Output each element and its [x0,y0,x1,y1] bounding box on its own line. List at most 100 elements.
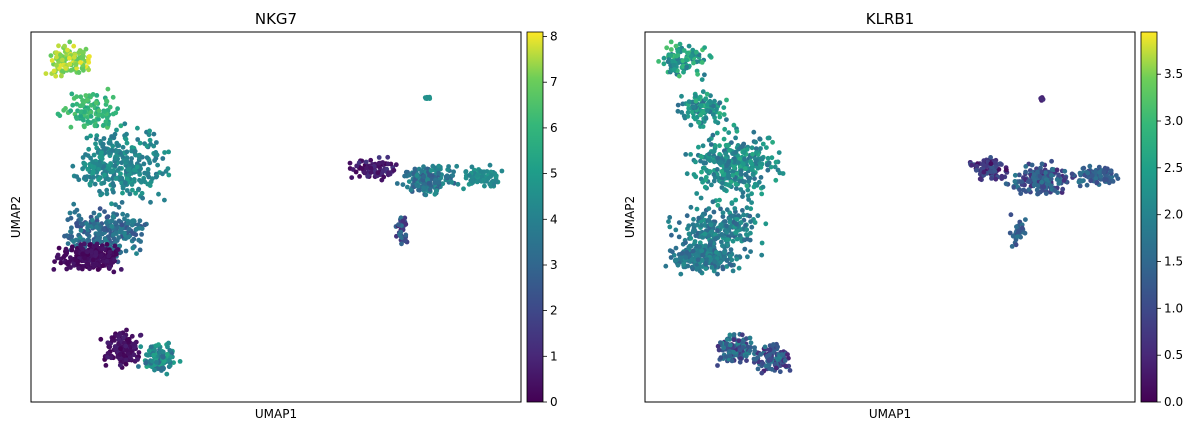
scatter-point [752,176,757,182]
scatter-point [1039,169,1044,175]
scatter-point [683,255,689,260]
scatter-point [96,112,101,118]
scatter-point [115,143,120,149]
scatter-point [768,356,774,362]
scatter-point [99,150,104,156]
scatter-point [675,48,681,54]
scatter-point [704,257,710,263]
scatter-point [124,188,130,193]
scatter-point [69,91,75,97]
scatter-point [686,231,692,237]
scatter-point [73,257,79,263]
scatter-point [363,159,369,165]
scatter-point [720,214,726,220]
scatter-point [704,102,710,107]
scatter-point [450,173,456,179]
scatter-point [147,128,153,134]
scatter-point [1088,178,1094,184]
scatter-point [669,58,675,64]
scatter-point [745,187,751,193]
scatter-point [1106,180,1112,186]
scatter-point [1038,165,1043,171]
scatter-point [93,136,99,142]
scatter-point [729,140,734,146]
scatter-point [688,54,694,59]
scatter-point [668,255,674,260]
colorbar-tick-label: 3 [550,258,558,272]
scatter-point [735,160,741,166]
scatter-point [667,224,673,230]
scatter-point [65,241,71,247]
scatter-point [1035,169,1040,175]
scatter-point [744,336,749,341]
scatter-point [142,170,148,176]
scatter-point [697,268,703,274]
scatter-point [364,165,370,171]
scatter-point [1081,165,1087,171]
scatter-point [74,221,79,226]
scatter-point [74,94,79,100]
colorbar-ticks: 0.0 0.5 1.0 1.5 2.0 2.5 3.0 3.5 [1157,67,1183,409]
scatter-point [1023,169,1028,175]
scatter-point [97,162,103,168]
scatter-point [724,223,729,229]
umap-panel-nkg7: NKG7 UMAP1 UMAP2 0 1 2 3 4 5 6 7 8 [9,10,558,421]
scatter-point [748,340,754,346]
colorbar-tick-label: 0.0 [1164,395,1183,409]
scatter-point [676,73,682,79]
scatter-point [78,244,84,250]
scatter-point [670,249,675,255]
scatter-point [62,233,67,239]
scatter-point [99,252,104,258]
scatter-point [992,168,997,174]
scatter-point [720,210,726,216]
scatter-point [86,146,92,152]
scatter-point [708,257,714,263]
scatter-point [412,166,418,172]
scatter-point [1037,173,1043,179]
scatter-point [1016,229,1021,235]
scatter-point [82,161,88,167]
scatter-point [1026,187,1032,193]
scatter-point [684,171,690,177]
scatter-point [769,155,775,161]
scatter-point [679,110,685,115]
scatter-point [693,93,698,99]
scatter-point [492,171,498,177]
scatter-point [482,183,487,189]
scatter-point [693,159,698,165]
scatter-point [999,162,1004,167]
scatter-point [92,123,98,129]
scatter-point [678,271,684,277]
scatter-point [124,327,129,333]
scatter-point [1011,185,1017,190]
scatter-point [1102,165,1108,171]
scatter-point [699,77,705,82]
scatter-point [1010,233,1016,239]
scatter-point [130,341,136,347]
scatter-point [771,342,776,347]
scatter-point [726,172,731,178]
scatter-point [111,236,117,241]
scatter-point [385,161,391,167]
scatter-point [125,167,131,173]
scatter-point [90,169,96,174]
scatter-point [129,182,135,187]
scatter-point [130,231,136,237]
scatter-point [666,219,671,225]
scatter-point [405,184,410,190]
scatter-point [753,139,758,145]
scatter-point [67,39,73,45]
scatter-point [96,116,101,122]
scatter-point [400,218,406,224]
scatter-point [400,182,406,188]
scatter-point [54,63,59,68]
scatter-point [733,150,738,155]
scatter-point [69,225,74,231]
scatter-point [135,125,140,131]
scatter-point [79,221,85,227]
scatter-point [683,240,688,246]
scatter-point [88,133,93,139]
scatter-point [693,98,699,104]
scatter-point [54,54,59,60]
